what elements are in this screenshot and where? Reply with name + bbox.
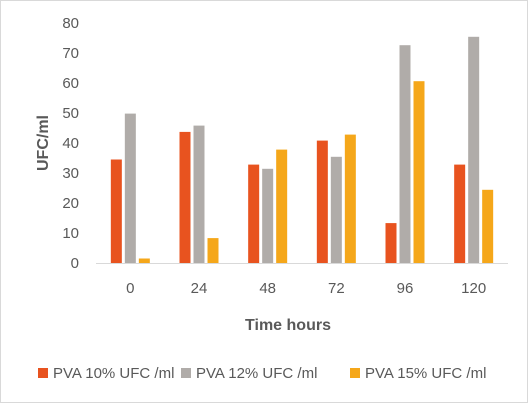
- y-tick-label: 20: [62, 195, 79, 212]
- y-axis-title: UFC/ml: [35, 115, 52, 171]
- x-tick-label: 72: [328, 280, 345, 297]
- bar-pva-10-ufc-ml-0: [110, 159, 122, 263]
- legend-swatch: [38, 368, 48, 378]
- y-tick-label: 40: [62, 135, 79, 152]
- bars: [110, 36, 494, 264]
- y-tick-label: 50: [62, 105, 79, 122]
- bar-pva-15-ufc-ml-96: [413, 81, 425, 263]
- x-tick-label: 48: [259, 280, 276, 297]
- bar-pva-12-ufc-ml-48: [262, 168, 274, 263]
- x-axis-ticks: 0 24 48 72 96 120: [126, 280, 486, 297]
- y-tick-label: 0: [71, 255, 79, 272]
- bar-pva-12-ufc-ml-24: [193, 125, 205, 263]
- legend: PVA 10% UFC /ml PVA 12% UFC /ml PVA 15% UF…: [38, 365, 486, 382]
- bar-pva-12-ufc-ml-0: [124, 113, 136, 263]
- y-tick-label: 60: [62, 75, 79, 92]
- y-tick-label: 70: [62, 45, 79, 62]
- x-tick-label: 120: [461, 280, 486, 297]
- x-tick-label: 0: [126, 280, 134, 297]
- y-tick-label: 10: [62, 225, 79, 242]
- bar-pva-10-ufc-ml-24: [179, 131, 191, 263]
- legend-label: PVA 12% UFC /ml: [196, 365, 317, 382]
- y-tick-label: 30: [62, 165, 79, 182]
- bar-pva-15-ufc-ml-120: [482, 189, 494, 263]
- bar-pva-15-ufc-ml-48: [276, 149, 288, 263]
- x-axis-title: Time hours: [245, 317, 331, 334]
- x-tick-label: 96: [397, 280, 414, 297]
- bar-pva-12-ufc-ml-72: [330, 156, 342, 263]
- bar-pva-10-ufc-ml-120: [454, 164, 466, 263]
- x-tick-label: 24: [191, 280, 208, 297]
- legend-swatch: [350, 368, 360, 378]
- bar-pva-10-ufc-ml-72: [316, 140, 328, 263]
- bar-pva-10-ufc-ml-48: [248, 164, 260, 263]
- bar-pva-12-ufc-ml-120: [468, 36, 480, 263]
- y-axis-ticks: 0 10 20 30 40 50 60 70 80: [62, 15, 79, 272]
- legend-label: PVA 10% UFC /ml: [53, 365, 174, 382]
- bar-pva-15-ufc-ml-24: [207, 238, 219, 263]
- bar-pva-15-ufc-ml-72: [344, 134, 356, 263]
- bar-pva-15-ufc-ml-0: [138, 258, 150, 263]
- legend-swatch: [181, 368, 191, 378]
- legend-label: PVA 15% UFC /ml: [365, 365, 486, 382]
- y-tick-label: 80: [62, 15, 79, 32]
- bar-pva-10-ufc-ml-96: [385, 223, 397, 263]
- bar-pva-12-ufc-ml-96: [399, 45, 411, 264]
